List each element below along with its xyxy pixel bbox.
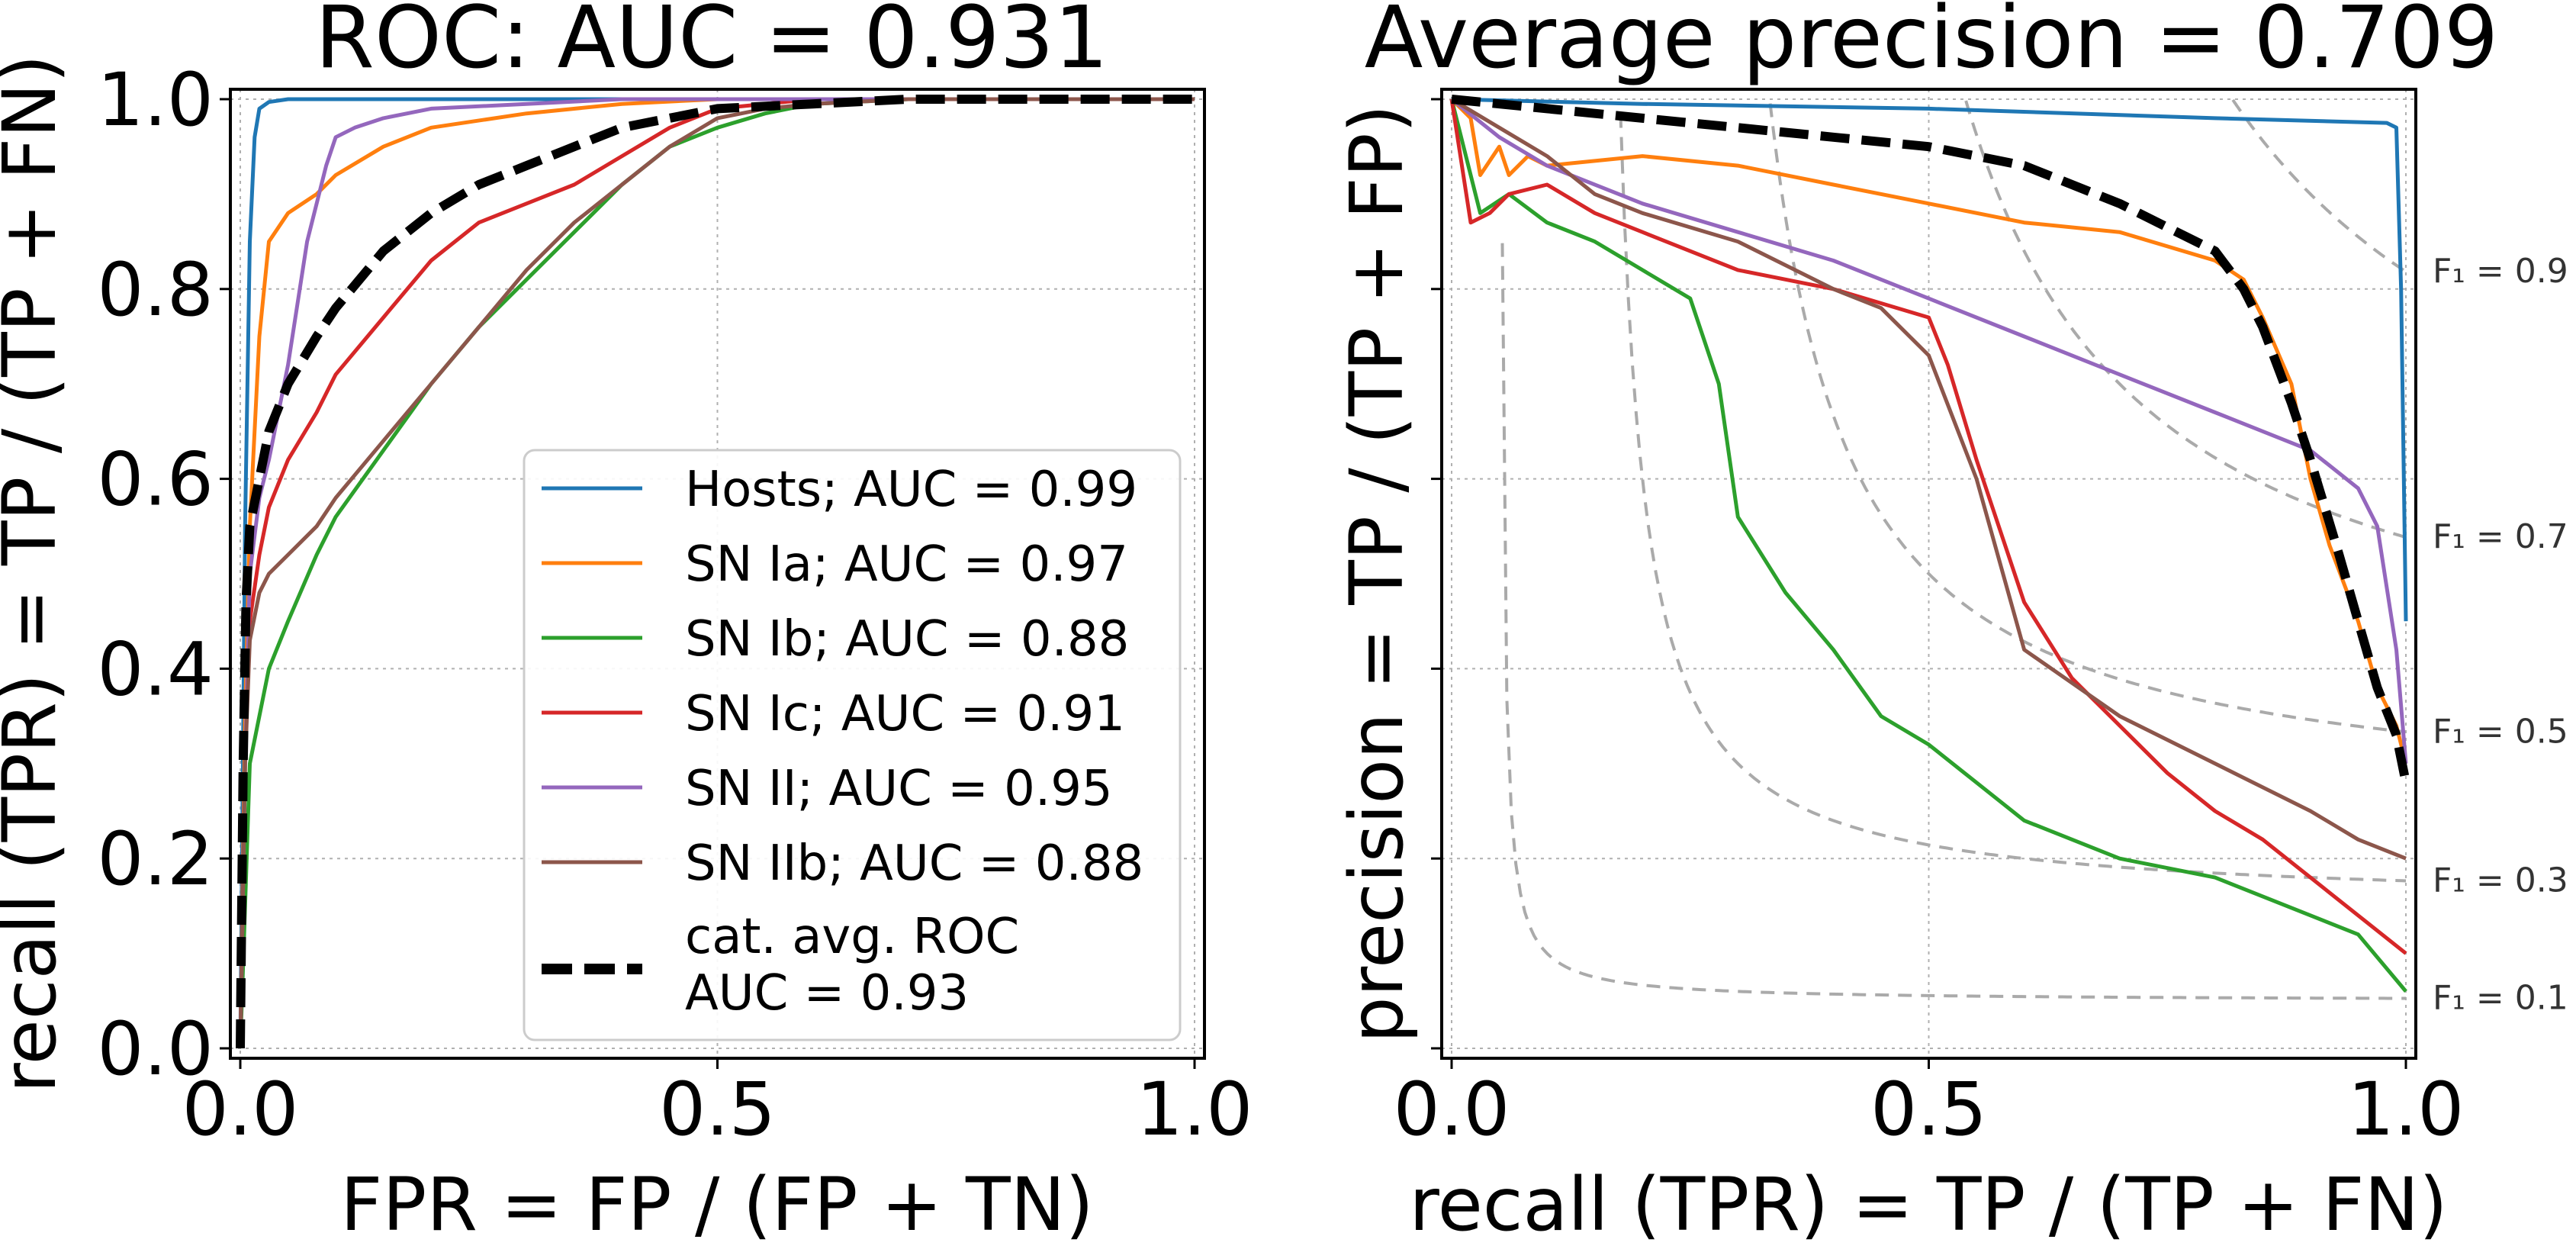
roc-ytick-label: 0.0 <box>97 1006 214 1092</box>
legend-label-avg-line: cat. avg. ROC <box>685 909 1019 965</box>
roc-series-sn-ii <box>238 97 1195 1049</box>
iso-f1-curve-0-7 <box>1964 100 2407 539</box>
pr-series-sn-ic <box>1449 98 2407 955</box>
roc-series-avg <box>236 95 1195 1049</box>
iso-f1-curve-0-5 <box>1768 103 2407 734</box>
iso-f1-label-0-3: F₁ = 0.3 <box>2433 861 2568 900</box>
pr-ylabel: precision = TP / (TP + FP) <box>1334 105 1420 1043</box>
roc-xtick-label: 1.0 <box>1137 1067 1253 1152</box>
roc-legend: Hosts; AUC = 0.99 SN Ia; AUC = 0.97 SN I… <box>523 449 1182 1041</box>
roc-ytick-label: 0.8 <box>97 247 214 333</box>
pr-panel: Average precision = 0.709 F₁ = 0.9F₁ = 0… <box>1334 0 2568 1247</box>
legend-label-sn-ib: SN Ib; AUC = 0.88 <box>685 611 1129 668</box>
pr-grid <box>1442 89 2416 1058</box>
roc-series-hosts <box>238 97 1195 1049</box>
pr-series-sn-ib <box>1449 98 2407 993</box>
legend-label-sn-ic: SN Ic; AUC = 0.91 <box>685 686 1125 742</box>
legend-box <box>523 449 1182 1041</box>
pr-series-sn-ii <box>1450 98 2408 765</box>
iso-f1-label-0-9: F₁ = 0.9 <box>2433 252 2568 291</box>
roc-xtick-label: 0.5 <box>659 1067 776 1152</box>
legend-label-avg-line: AUC = 0.93 <box>685 965 969 1022</box>
iso-f1-label-0-1: F₁ = 0.1 <box>2433 979 2568 1018</box>
legend-label-sn-ia: SN Ia; AUC = 0.97 <box>685 536 1128 593</box>
pr-series-avg <box>1451 95 2410 784</box>
roc-ytick-label: 0.6 <box>97 437 214 523</box>
pr-title: Average precision = 0.709 <box>1365 0 2498 88</box>
pr-xtick-label: 0.0 <box>1394 1067 1510 1152</box>
legend-label-sn-ii: SN II; AUC = 0.95 <box>685 761 1113 817</box>
pr-series-sn-iib <box>1450 97 2407 861</box>
roc-ytick-label: 0.4 <box>97 626 214 712</box>
pr-xtick-label: 0.5 <box>1870 1067 1987 1152</box>
roc-series-group <box>236 95 1195 1049</box>
roc-ylabel: recall (TPR) = TP / (TP + FN) <box>0 54 72 1093</box>
roc-xlabel: FPR = FP / (FP + TN) <box>340 1162 1094 1247</box>
pr-ticks: 0.0 0.5 1.0 <box>1394 98 2465 1152</box>
iso-f1-curve-0-1 <box>1500 243 2406 1000</box>
legend-label-hosts: Hosts; AUC = 0.99 <box>685 462 1137 518</box>
pr-xlabel: recall (TPR) = TP / (TP + FN) <box>1409 1162 2447 1247</box>
iso-f1-label-0-5: F₁ = 0.5 <box>2433 712 2568 751</box>
iso-f1-label-0-7: F₁ = 0.7 <box>2433 517 2568 556</box>
legend-label-avg: cat. avg. ROC AUC = 0.93 <box>685 909 1019 1022</box>
pr-iso-f1-group: F₁ = 0.9 F₁ = 0.7 F₁ = 0.5 F₁ = 0.3 F₁ = 0.1 <box>1500 98 2568 1018</box>
roc-ytick-label: 0.2 <box>97 816 214 902</box>
iso-f1-curve-0-9 <box>2231 98 2407 273</box>
roc-xtick-label: 0.0 <box>182 1067 299 1152</box>
pr-xtick-label: 1.0 <box>2348 1067 2465 1152</box>
pr-series-hosts <box>1451 97 2408 622</box>
roc-ytick-label: 1.0 <box>97 57 214 143</box>
legend-label-sn-iib: SN IIb; AUC = 0.88 <box>685 835 1143 892</box>
roc-panel: ROC: AUC = 0.931 0.0 0.5 1.00.00.20.40.60.… <box>0 0 1253 1247</box>
iso-f1-curve-0-3 <box>1619 114 2407 883</box>
roc-title: ROC: AUC = 0.931 <box>315 0 1108 88</box>
roc-ticks: 0.0 0.5 1.0 0.0 0.2 0.4 0.6 0.8 1.0 <box>97 57 1253 1152</box>
pr-series-group <box>1449 95 2410 993</box>
